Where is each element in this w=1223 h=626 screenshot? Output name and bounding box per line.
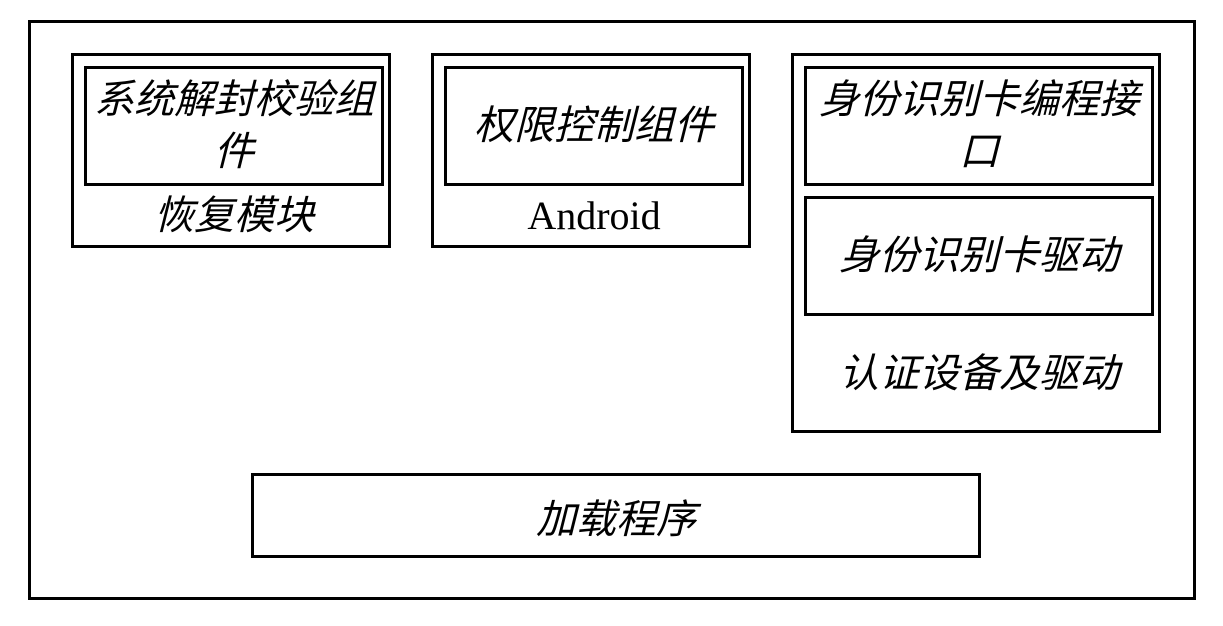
label-auth-device-driver: 认证设备及驱动 xyxy=(804,321,1154,426)
text-loader: 加载程序 xyxy=(536,487,696,545)
text-android: Android xyxy=(527,190,660,242)
text-system-unseal-verify: 系统解封校验组件 xyxy=(87,74,381,178)
col-android: 权限控制组件 Android xyxy=(431,53,751,248)
box-idcard-driver: 身份识别卡驱动 xyxy=(804,196,1154,316)
box-system-unseal-verify: 系统解封校验组件 xyxy=(84,66,384,186)
box-permission-control: 权限控制组件 xyxy=(444,66,744,186)
col-auth-device-driver: 身份识别卡编程接口 身份识别卡驱动 认证设备及驱动 xyxy=(791,53,1161,433)
text-idcard-driver: 身份识别卡驱动 xyxy=(839,230,1119,282)
text-recovery-module: 恢复模块 xyxy=(154,190,314,242)
box-idcard-api: 身份识别卡编程接口 xyxy=(804,66,1154,186)
text-permission-control: 权限控制组件 xyxy=(474,100,714,152)
box-loader: 加载程序 xyxy=(251,473,981,558)
col-recovery-module: 系统解封校验组件 恢复模块 xyxy=(71,53,391,248)
outer-container: 系统解封校验组件 恢复模块 权限控制组件 Android 身份识别卡编程接口 身… xyxy=(28,20,1196,600)
label-android: Android xyxy=(444,191,744,241)
text-auth-device-driver: 认证设备及驱动 xyxy=(839,348,1119,400)
text-idcard-api: 身份识别卡编程接口 xyxy=(807,74,1151,178)
label-recovery-module: 恢复模块 xyxy=(84,191,384,241)
